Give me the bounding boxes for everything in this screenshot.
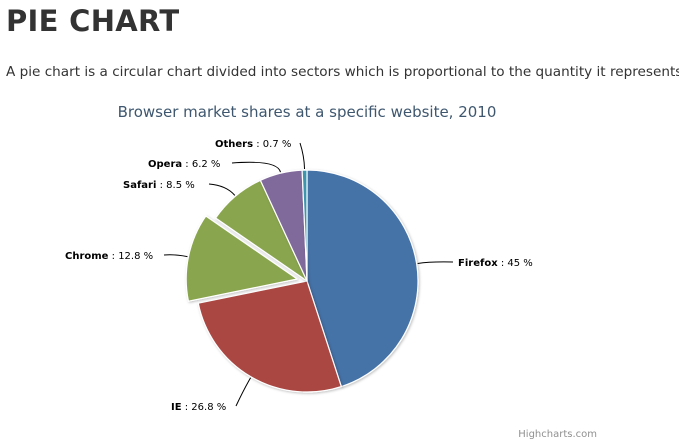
chart-container: Browser market shares at a specific webs…: [0, 92, 679, 448]
slice-label-name: Chrome: [65, 251, 109, 262]
pie-slices: [185, 169, 419, 393]
slice-label-value: : 12.8 %: [108, 251, 153, 262]
connector-firefox: [417, 261, 454, 264]
slice-label-value: : 8.5 %: [156, 180, 194, 191]
slice-label-firefox: Firefox : 45 %: [458, 258, 533, 269]
slice-label-opera: Opera : 6.2 %: [148, 159, 220, 170]
pie-chart: Browser market shares at a specific webs…: [65, 103, 597, 440]
connector-chrome: [163, 254, 188, 258]
slice-label-ie: IE : 26.8 %: [171, 402, 226, 413]
slice-label-value: : 45 %: [498, 258, 533, 269]
slice-label-value: : 6.2 %: [182, 159, 220, 170]
pie-slice-others[interactable]: [301, 169, 308, 282]
pie-slice-ie[interactable]: [197, 280, 342, 393]
slice-label-name: Safari: [123, 180, 156, 191]
connector-safari: [208, 183, 236, 196]
pie-slice-firefox[interactable]: [306, 169, 419, 388]
slice-label-safari: Safari : 8.5 %: [123, 180, 195, 191]
page-description: A pie chart is a circular chart divided …: [6, 64, 679, 80]
slice-label-value: : 26.8 %: [182, 402, 227, 413]
slice-label-others: Others : 0.7 %: [215, 139, 291, 150]
slice-label-name: Opera: [148, 159, 182, 170]
slice-label-name: IE: [171, 402, 182, 413]
connector-others: [299, 142, 306, 170]
slice-label-name: Others: [215, 139, 253, 150]
slice-labels: Firefox : 45 % IE : 26.8 % Chrome : 12.8 %…: [65, 139, 533, 413]
credits-link[interactable]: Highcharts.com: [518, 429, 597, 440]
pie-slice-chrome[interactable]: [185, 215, 298, 302]
page-title: PIE CHART: [6, 4, 180, 38]
slice-label-name: Firefox: [458, 258, 498, 269]
slice-label-value: : 0.7 %: [253, 139, 291, 150]
connector-ie: [235, 377, 252, 407]
chart-title: Browser market shares at a specific webs…: [118, 103, 497, 121]
slice-label-chrome: Chrome : 12.8 %: [65, 251, 153, 262]
connector-opera: [231, 161, 281, 173]
label-connectors: [163, 142, 454, 407]
